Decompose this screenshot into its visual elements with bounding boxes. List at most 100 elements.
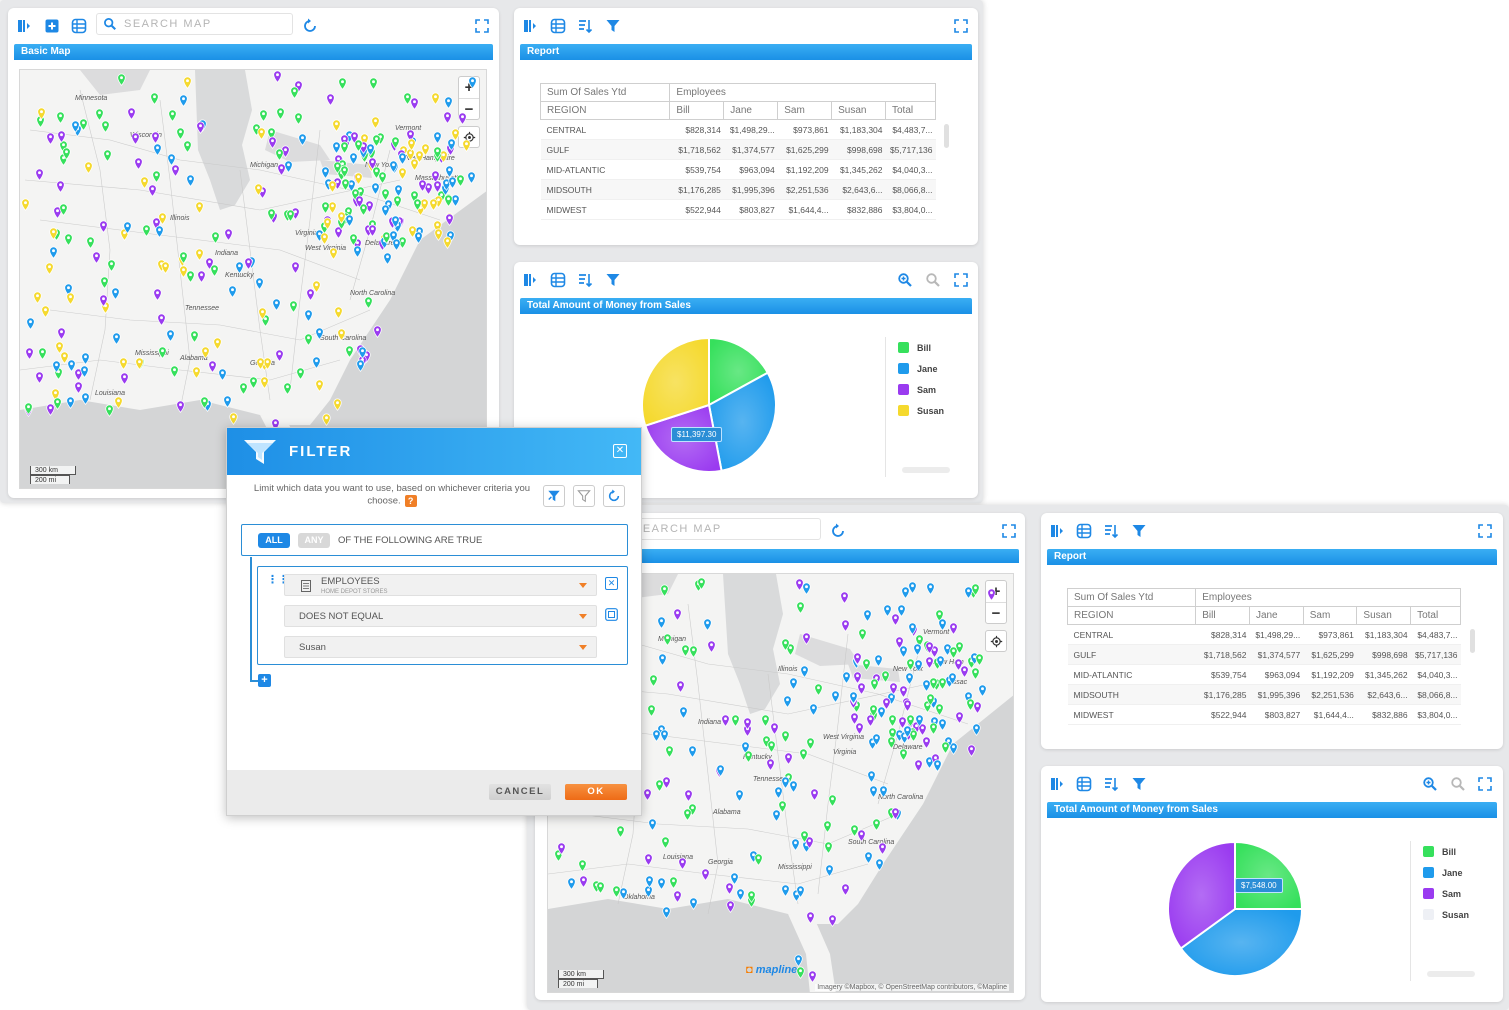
map-pin-icon[interactable]	[806, 737, 815, 750]
map-pin-icon[interactable]	[49, 227, 58, 240]
fullscreen-button[interactable]	[472, 16, 492, 36]
map-pin-icon[interactable]	[62, 147, 71, 160]
map-pin-icon[interactable]	[340, 165, 349, 178]
map-pin-icon[interactable]	[183, 140, 192, 153]
map-pin-icon[interactable]	[56, 111, 65, 124]
map-pin-icon[interactable]	[796, 601, 805, 614]
map-pin-icon[interactable]	[954, 658, 963, 671]
map-pin-icon[interactable]	[294, 112, 303, 125]
map-pin-icon[interactable]	[119, 357, 128, 370]
map-pin-icon[interactable]	[840, 591, 849, 604]
map-pin-icon[interactable]	[767, 740, 776, 753]
map-pin-icon[interactable]	[381, 204, 390, 217]
map-pin-icon[interactable]	[842, 671, 851, 684]
map-pin-icon[interactable]	[888, 714, 897, 727]
map-pin-icon[interactable]	[179, 94, 188, 107]
map-pin-icon[interactable]	[345, 345, 354, 358]
map-pin-icon[interactable]	[612, 885, 621, 898]
map-pin-icon[interactable]	[35, 371, 44, 384]
map-pin-icon[interactable]	[883, 604, 892, 617]
field-select[interactable]: EMPLOYEES HOME DEPOT STORES	[284, 574, 597, 596]
map-pin-icon[interactable]	[955, 641, 964, 654]
sort-button[interactable]	[575, 270, 595, 290]
map-pin-icon[interactable]	[655, 779, 664, 792]
map-pin-icon[interactable]	[872, 818, 881, 831]
map-pin-icon[interactable]	[369, 77, 378, 90]
map-pin-icon[interactable]	[867, 770, 876, 783]
map-pin-icon[interactable]	[45, 262, 54, 275]
map-pin-icon[interactable]	[25, 347, 34, 360]
fullscreen-button[interactable]	[951, 270, 971, 290]
map-pin-icon[interactable]	[322, 413, 331, 426]
map-pin-icon[interactable]	[824, 841, 833, 854]
map-pin-icon[interactable]	[408, 225, 417, 238]
map-pin-icon[interactable]	[781, 730, 790, 743]
map-pin-icon[interactable]	[567, 877, 576, 890]
map-pin-icon[interactable]	[458, 112, 467, 125]
map-pin-icon[interactable]	[663, 633, 672, 646]
legend-item[interactable]: Bill	[898, 337, 944, 358]
map-pin-icon[interactable]	[95, 108, 104, 121]
map-pin-icon[interactable]	[321, 166, 330, 179]
fullscreen-button[interactable]	[951, 16, 971, 36]
cancel-button[interactable]: CANCEL	[489, 784, 551, 800]
map-pin-icon[interactable]	[298, 133, 307, 146]
map-pin-icon[interactable]	[200, 396, 209, 409]
map-pin-icon[interactable]	[987, 588, 996, 601]
map-pin-icon[interactable]	[107, 259, 116, 272]
map-pin-icon[interactable]	[381, 188, 390, 201]
column-header[interactable]: Susan	[831, 101, 886, 120]
map-pin-icon[interactable]	[688, 745, 697, 758]
map-pin-icon[interactable]	[808, 970, 817, 983]
map-pin-icon[interactable]	[368, 224, 377, 237]
map-pin-icon[interactable]	[151, 131, 160, 144]
table-button[interactable]	[548, 270, 568, 290]
map-pin-icon[interactable]	[731, 714, 740, 727]
map-pin-icon[interactable]	[341, 178, 350, 191]
map-pin-icon[interactable]	[802, 582, 811, 595]
map-pin-icon[interactable]	[131, 132, 140, 145]
map-pin-icon[interactable]	[368, 157, 377, 170]
map-pin-icon[interactable]	[444, 194, 453, 207]
map-pin-icon[interactable]	[754, 853, 763, 866]
map-pin-icon[interactable]	[443, 236, 452, 249]
map-pin-icon[interactable]	[899, 748, 908, 761]
map-pin-icon[interactable]	[683, 808, 692, 821]
pie-slice-sam[interactable]	[1167, 840, 1236, 950]
map-pin-icon[interactable]	[35, 168, 44, 181]
map-pin-icon[interactable]	[103, 149, 112, 162]
map-pin-icon[interactable]	[92, 251, 101, 264]
zoom-in-chart-button[interactable]	[1420, 774, 1440, 794]
fullscreen-button[interactable]	[999, 521, 1019, 541]
map-pin-icon[interactable]	[828, 794, 837, 807]
map-pin-icon[interactable]	[66, 292, 75, 305]
map-pin-icon[interactable]	[38, 347, 47, 360]
zoom-in-button[interactable]: +	[991, 583, 1001, 600]
map-pin-icon[interactable]	[874, 654, 883, 667]
table-button[interactable]	[548, 16, 568, 36]
map-pin-icon[interactable]	[127, 107, 136, 120]
map-pin-icon[interactable]	[229, 412, 238, 425]
map-pin-icon[interactable]	[933, 759, 942, 772]
map-pin-icon[interactable]	[462, 139, 471, 152]
map-pin-icon[interactable]	[134, 157, 143, 170]
map-pin-icon[interactable]	[707, 640, 716, 653]
map-pin-icon[interactable]	[766, 758, 775, 771]
refresh-button[interactable]	[300, 16, 320, 36]
map-pin-icon[interactable]	[447, 138, 456, 151]
map-pin-icon[interactable]	[79, 118, 88, 131]
map-pin-icon[interactable]	[778, 800, 787, 813]
map-pin-icon[interactable]	[208, 360, 217, 373]
map-pin-icon[interactable]	[716, 764, 725, 777]
map-pin-icon[interactable]	[657, 616, 666, 629]
map-pin-icon[interactable]	[926, 582, 935, 595]
table-scrollbar[interactable]	[944, 124, 949, 148]
map-pin-icon[interactable]	[268, 136, 277, 149]
table-button[interactable]	[1074, 521, 1094, 541]
map-pin-icon[interactable]	[578, 859, 587, 872]
map-pin-icon[interactable]	[743, 717, 752, 730]
map-pin-icon[interactable]	[99, 294, 108, 307]
map-pin-icon[interactable]	[701, 868, 710, 881]
fullscreen-button[interactable]	[1475, 774, 1495, 794]
map-pin-icon[interactable]	[948, 672, 957, 685]
